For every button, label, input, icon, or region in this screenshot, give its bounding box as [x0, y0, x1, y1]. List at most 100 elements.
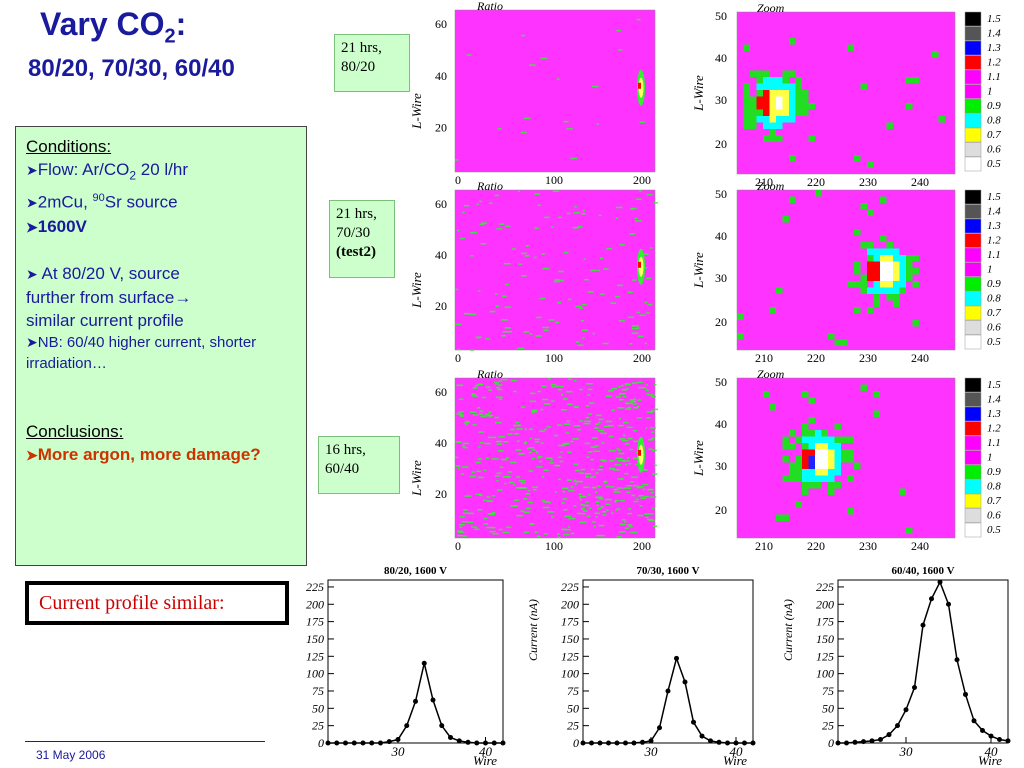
data-point — [963, 691, 968, 697]
scale-swatch — [964, 421, 982, 436]
ylabel: L-Wire — [409, 460, 424, 497]
scale-label: 0.7 — [987, 495, 1001, 507]
scale-swatch — [964, 320, 982, 335]
scale-label: 0.8 — [987, 115, 1001, 127]
plot-title: 70/30, 1600 V — [636, 565, 699, 577]
conclusions-text: ➤More argon, more damage? — [26, 445, 261, 465]
data-point — [448, 734, 453, 740]
data-point — [733, 740, 739, 746]
xtick: 240 — [911, 539, 929, 553]
data-point — [386, 739, 392, 745]
data-point — [937, 579, 943, 585]
scale-label: 1.4 — [987, 28, 1001, 40]
scale-swatch — [964, 11, 982, 27]
ratio-title: Ratio — [476, 179, 503, 193]
xlabel: Wire — [723, 753, 747, 768]
slide-title: Vary CO2: 80/20, 70/30, 60/40 — [28, 4, 235, 82]
xtick-label: 30 — [391, 744, 406, 759]
scale-label: 1.1 — [987, 437, 1001, 449]
scale-label: 1.2 — [987, 423, 1001, 435]
ylabel: L-Wire — [691, 440, 706, 477]
scale-swatch — [964, 247, 982, 263]
data-point — [861, 739, 866, 745]
data-point — [725, 740, 730, 746]
scale-swatch — [964, 377, 982, 393]
ratio-title: Ratio — [476, 0, 503, 13]
ytick-label: 150 — [561, 632, 579, 646]
ylabel: Current (nA) — [781, 599, 795, 661]
ytick: 40 — [715, 417, 727, 431]
xtick: 200 — [633, 351, 651, 365]
ytick-label: 75 — [312, 684, 324, 698]
scale-swatch — [964, 113, 982, 128]
data-point — [623, 740, 628, 746]
right-arrow-icon: → — [174, 288, 192, 308]
bullet-arrow-icon: ➤ — [26, 266, 38, 283]
scale-swatch — [964, 218, 982, 234]
ytick: 40 — [715, 229, 727, 243]
data-point — [360, 740, 366, 746]
zoom-title: Zoom — [757, 367, 785, 381]
data-point — [674, 655, 679, 661]
ylabel: L-Wire — [691, 252, 706, 289]
current-plot-3 — [835, 579, 1011, 746]
scale-label: 0.6 — [987, 144, 1001, 156]
scale-label: 1.5 — [987, 191, 1001, 203]
scale-swatch — [964, 55, 982, 70]
xtick: 200 — [633, 173, 651, 187]
data-point — [912, 685, 917, 691]
title-subtitle: 80/20, 70/30, 60/40 — [28, 55, 235, 83]
ytick-label: 75 — [567, 684, 579, 698]
ytick: 50 — [715, 9, 727, 23]
scale-label: 0.5 — [987, 336, 1001, 348]
data-point — [465, 739, 471, 745]
zoom-title: Zoom — [757, 1, 785, 15]
ytick-label: 25 — [567, 719, 579, 733]
scale-label: 1.5 — [987, 379, 1001, 391]
ytick-label: 200 — [816, 597, 834, 611]
data-point — [920, 622, 926, 628]
xtick: 210 — [755, 175, 773, 189]
zoom-map-3 — [736, 377, 982, 539]
zoom-map-1 — [736, 11, 982, 175]
ytick: 40 — [435, 248, 447, 262]
ytick: 30 — [715, 459, 727, 473]
bullet-arrow-icon: ➤ — [26, 162, 38, 178]
ytick: 20 — [715, 315, 727, 329]
xtick-label: 40 — [479, 744, 493, 759]
data-point — [844, 740, 849, 746]
data-point — [691, 719, 696, 725]
xtick-label: 40 — [985, 744, 999, 759]
scale-swatch — [964, 479, 982, 494]
scale-swatch — [964, 127, 982, 143]
scale-label: 1.2 — [987, 57, 1001, 69]
scale-swatch — [964, 508, 982, 523]
ytick-label: 50 — [312, 701, 324, 715]
data-point — [395, 737, 401, 743]
xtick: 220 — [807, 175, 825, 189]
scale-label: 0.5 — [987, 158, 1001, 170]
current-plot-2 — [580, 579, 756, 746]
conclusions-heading: Conclusions: — [26, 422, 124, 442]
scale-label: 1.4 — [987, 394, 1001, 406]
data-point — [716, 739, 722, 745]
xtick: 230 — [859, 539, 877, 553]
xtick: 100 — [545, 173, 563, 187]
scale-label: 1.4 — [987, 206, 1001, 218]
ytick-label: 25 — [312, 719, 324, 733]
ratio-map-bg — [454, 9, 656, 173]
run-label-3: 16 hrs, 60/40 — [318, 436, 400, 494]
data-point — [351, 740, 357, 746]
data-point — [640, 739, 645, 745]
ytick: 60 — [435, 385, 447, 399]
ytick: 40 — [435, 69, 447, 83]
xtick: 220 — [807, 351, 825, 365]
ylabel: L-Wire — [409, 93, 424, 130]
ytick-label: 150 — [816, 632, 834, 646]
data-point — [946, 601, 951, 607]
ytick: 20 — [715, 503, 727, 517]
ytick-label: 150 — [306, 632, 324, 646]
scale-label: 1 — [987, 86, 993, 98]
scale-swatch — [964, 40, 982, 56]
ytick: 20 — [435, 299, 447, 313]
